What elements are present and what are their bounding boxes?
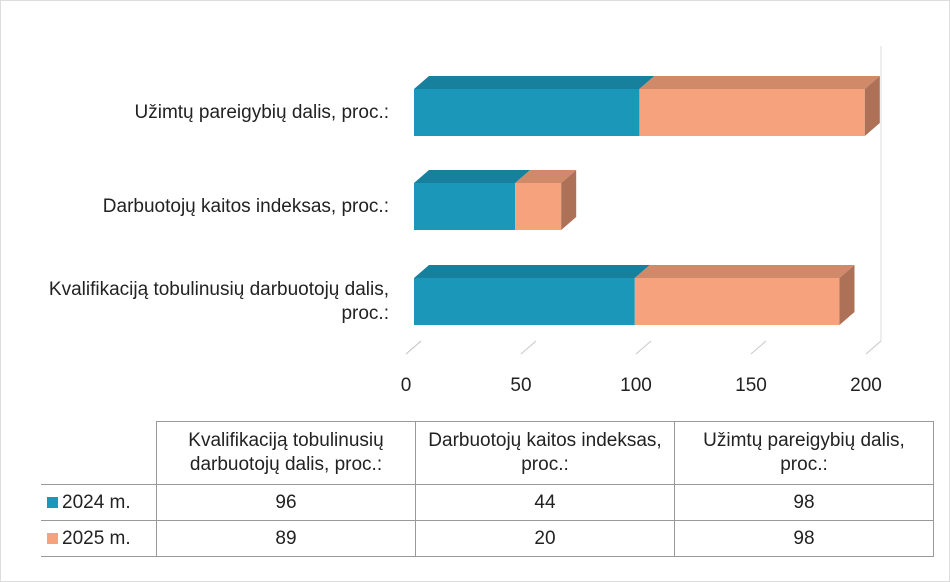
bar-front (414, 183, 516, 230)
grid-line (750, 340, 767, 355)
bar (515, 170, 577, 230)
y-tick-label: Darbuotojų kaitos indeksas, proc.: (102, 195, 389, 217)
x-tick-label: 100 (620, 375, 652, 396)
bar (414, 76, 655, 136)
bar (634, 265, 855, 325)
bar-top (414, 265, 650, 278)
grid-line (635, 340, 652, 355)
table-header: Kvalifikaciją tobulinusių darbuotojų dal… (156, 421, 416, 485)
table-cell: 98 (674, 520, 934, 557)
y-tick-label: Užimtų pareigybių dalis, proc.: (134, 101, 390, 123)
bar-front (634, 278, 840, 325)
table-cell: 98 (674, 484, 934, 521)
bar-top (634, 265, 855, 278)
bar (414, 265, 650, 325)
legend-entry: 2024 m. (41, 484, 157, 521)
y-tick-label: Kvalifikaciją tobulinusių darbuotojų dal… (48, 278, 389, 324)
bar-side (839, 265, 855, 325)
bar-top (414, 170, 531, 183)
legend-label: 2024 m. (62, 491, 131, 513)
x-tick-label: 0 (401, 375, 412, 396)
bar-side (561, 170, 577, 230)
bar-front (639, 89, 865, 136)
table-header: Darbuotojų kaitos indeksas, proc.: (415, 421, 675, 485)
bar-side (864, 76, 880, 136)
corner (41, 422, 157, 485)
table-cell: 89 (156, 520, 416, 557)
bar-front (414, 278, 635, 325)
legend-entry: 2025 m. (41, 520, 157, 557)
bar-top (639, 76, 880, 89)
legend-swatch (47, 496, 58, 508)
x-tick-label: 50 (510, 375, 531, 396)
bar-top (414, 76, 655, 89)
bar (414, 170, 531, 230)
bar (639, 76, 880, 136)
bar-front (414, 89, 640, 136)
plot: 0 50 100 150 200 (401, 46, 882, 396)
bar-front (515, 183, 562, 230)
x-tick-label: 200 (850, 375, 882, 396)
bar-top (515, 170, 577, 183)
legend-label: 2025 m. (62, 527, 131, 549)
table-cell: 20 (415, 520, 675, 557)
grid-line (865, 340, 882, 355)
grid-line (520, 340, 537, 355)
x-tick-label: 150 (735, 375, 767, 396)
grid-line (405, 340, 422, 355)
table-cell: 96 (156, 484, 416, 521)
table-cell: 44 (415, 484, 675, 521)
data-table: Kvalifikaciją tobulinusių darbuotojų dal… (41, 421, 934, 557)
table-header: Užimtų pareigybių dalis, proc.: (674, 421, 934, 485)
legend-swatch (47, 532, 58, 544)
